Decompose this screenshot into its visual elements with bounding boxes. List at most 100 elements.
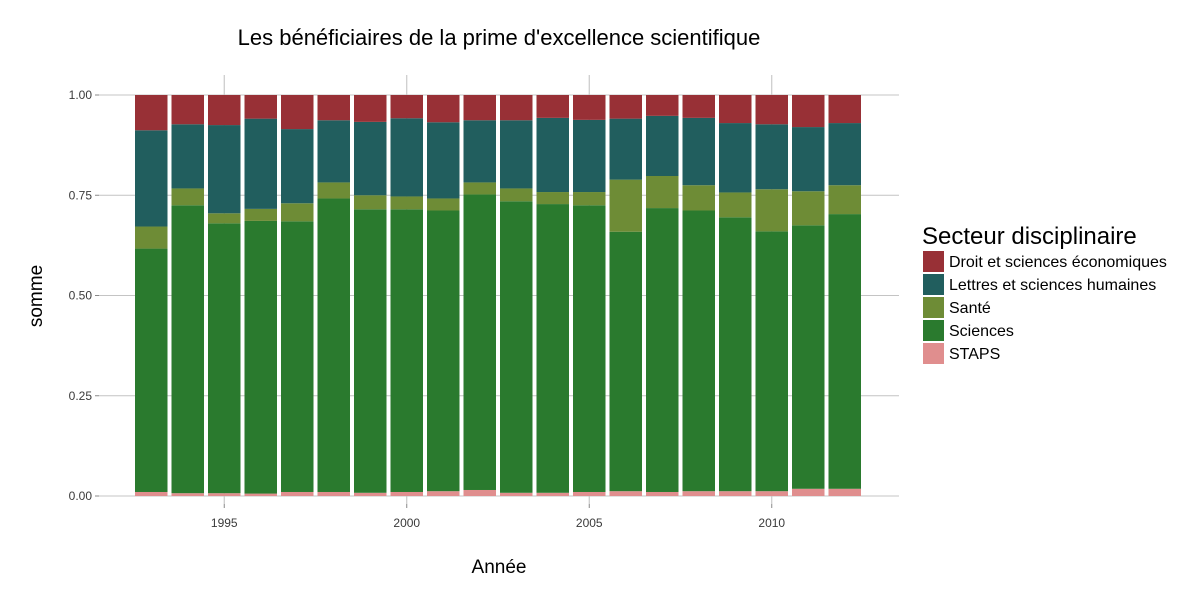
bar-segment-staps: [171, 493, 204, 496]
bar-stack-2002: [463, 95, 496, 496]
bar-segment-staps: [427, 491, 460, 496]
y-tick-label: 1.00: [69, 88, 93, 102]
bar-stack-2003: [500, 95, 533, 496]
bar-segment-sante: [171, 188, 204, 206]
bar-segment-lettres-et-sciences-humaines: [828, 123, 861, 186]
bar-segment-staps: [390, 491, 423, 496]
axes: 0.00 0.25 0.50 0.75 1.00 1995 2000 2005 2010: [69, 88, 786, 530]
bar-stack-2012: [828, 95, 861, 496]
bar-segment-staps: [828, 488, 861, 496]
bar-segment-droit-et-sciences-economiques: [755, 95, 788, 125]
legend-title: Secteur disciplinaire: [922, 223, 1137, 250]
bar-segment-sciences: [828, 214, 861, 489]
x-tick-label: 2010: [758, 516, 785, 530]
bar-segment-staps: [536, 492, 569, 496]
bar-segment-staps: [609, 491, 642, 496]
legend-swatch: [923, 297, 944, 318]
bar-segment-droit-et-sciences-economiques: [317, 95, 350, 121]
bar-segment-lettres-et-sciences-humaines: [281, 129, 314, 204]
bar-segment-droit-et-sciences-economiques: [390, 95, 423, 119]
bar-segment-droit-et-sciences-economiques: [208, 95, 241, 126]
bar-segment-sciences: [281, 221, 314, 492]
bar-segment-staps: [281, 491, 314, 496]
bar-segment-staps: [755, 491, 788, 496]
y-axis-title: somme: [26, 265, 47, 327]
bar-segment-sante: [755, 189, 788, 232]
bar-stack-1998: [317, 95, 350, 496]
bar-segment-sante: [792, 191, 825, 226]
bar-segment-lettres-et-sciences-humaines: [354, 121, 387, 196]
bar-segment-sante: [463, 182, 496, 195]
bar-segment-sante: [244, 208, 277, 221]
bar-segment-sciences: [354, 209, 387, 493]
bar-segment-droit-et-sciences-economiques: [463, 95, 496, 121]
bar-segment-sante: [208, 213, 241, 224]
legend-label: STAPS: [949, 346, 1000, 363]
legend-label: Droit et sciences économiques: [949, 254, 1167, 271]
bar-segment-staps: [646, 491, 679, 496]
bar-segment-sciences: [135, 248, 168, 492]
bar-segment-staps: [244, 493, 277, 496]
bar-stack-2005: [573, 95, 606, 496]
bar-segment-sante: [317, 182, 350, 199]
bar-segment-sciences: [792, 225, 825, 489]
bar-stack-2011: [792, 95, 825, 496]
bar-stack-2004: [536, 95, 569, 496]
bar-segment-sante: [682, 185, 715, 211]
bar-segment-sciences: [646, 208, 679, 492]
bar-segment-lettres-et-sciences-humaines: [390, 118, 423, 197]
bar-segment-sciences: [390, 209, 423, 492]
bar-segment-staps: [317, 491, 350, 496]
bar-segment-staps: [500, 492, 533, 496]
legend-label: Sciences: [949, 323, 1014, 340]
bar-segment-lettres-et-sciences-humaines: [536, 117, 569, 193]
legend-swatch: [923, 251, 944, 272]
bar-segment-sante: [427, 198, 460, 211]
bar-segment-staps: [792, 488, 825, 496]
bar-segment-sciences: [609, 231, 642, 492]
bars: [135, 95, 861, 496]
bar-segment-droit-et-sciences-economiques: [792, 95, 825, 128]
bar-segment-sciences: [719, 217, 752, 492]
bar-stack-1996: [244, 95, 277, 496]
bar-segment-droit-et-sciences-economiques: [244, 95, 277, 119]
bar-segment-sante: [828, 185, 861, 215]
legend-swatch: [923, 274, 944, 295]
bar-segment-droit-et-sciences-economiques: [573, 95, 606, 120]
bar-segment-lettres-et-sciences-humaines: [500, 120, 533, 189]
bar-segment-droit-et-sciences-economiques: [682, 95, 715, 118]
bar-stack-1994: [171, 95, 204, 496]
x-axis-title: Année: [472, 557, 527, 578]
bar-segment-sante: [573, 192, 606, 206]
bar-stack-2000: [390, 95, 423, 496]
bar-segment-lettres-et-sciences-humaines: [135, 130, 168, 227]
bar-segment-staps: [135, 491, 168, 496]
y-tick-label: 0.50: [69, 289, 93, 303]
bar-segment-sante: [536, 192, 569, 205]
bar-segment-sante: [646, 176, 679, 209]
bar-segment-lettres-et-sciences-humaines: [646, 115, 679, 177]
bar-segment-sante: [135, 226, 168, 249]
y-tick-label: 0.75: [69, 188, 93, 202]
legend-swatch: [923, 320, 944, 341]
bar-stack-1999: [354, 95, 387, 496]
bar-segment-sciences: [536, 204, 569, 493]
bar-segment-staps: [354, 492, 387, 496]
bar-segment-droit-et-sciences-economiques: [828, 95, 861, 124]
bar-segment-sante: [281, 203, 314, 222]
x-tick-label: 2005: [576, 516, 603, 530]
bar-segment-droit-et-sciences-economiques: [609, 95, 642, 119]
bar-segment-staps: [573, 491, 606, 496]
bar-segment-sante: [390, 196, 423, 210]
bar-segment-sciences: [244, 220, 277, 494]
bar-stack-2007: [646, 95, 679, 496]
bar-segment-sante: [719, 192, 752, 218]
legend-label: Santé: [949, 300, 991, 317]
bar-segment-lettres-et-sciences-humaines: [573, 119, 606, 193]
bar-segment-sciences: [317, 198, 350, 492]
bar-segment-lettres-et-sciences-humaines: [171, 124, 204, 189]
bar-segment-staps: [719, 491, 752, 496]
bar-segment-droit-et-sciences-economiques: [135, 95, 168, 131]
y-tick-label: 0.25: [69, 389, 93, 403]
